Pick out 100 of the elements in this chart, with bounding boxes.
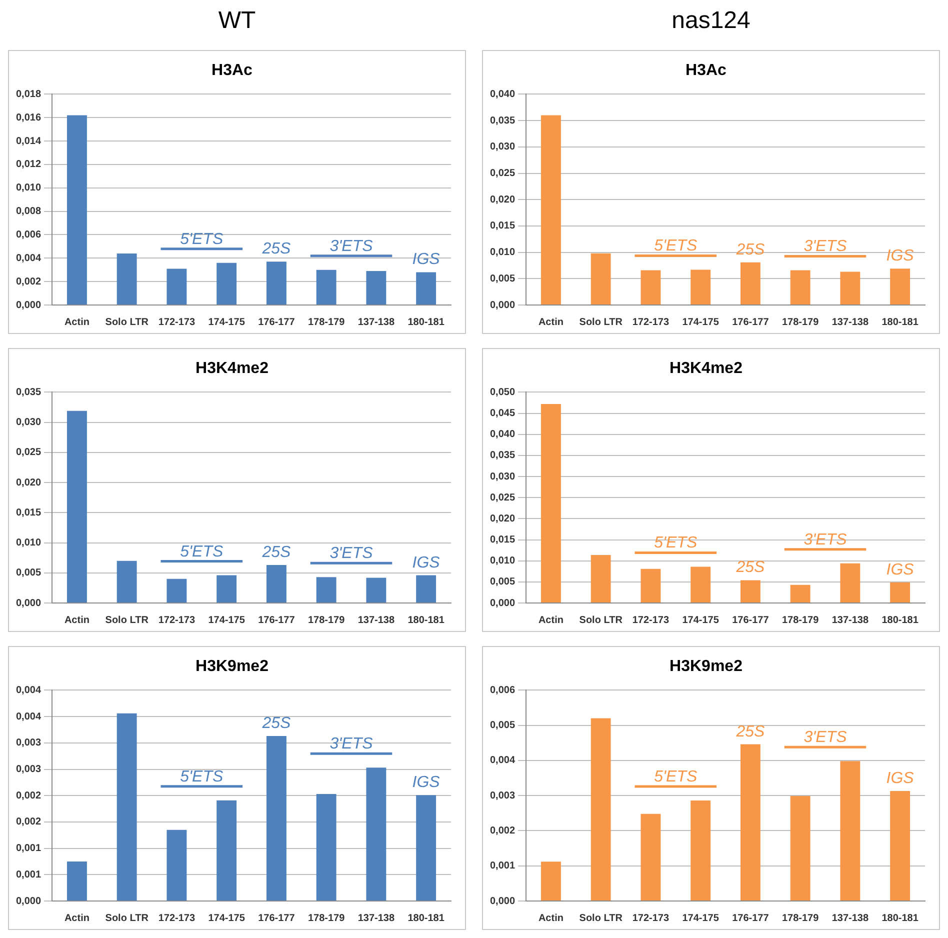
y-tick-label: 0,002 — [16, 816, 42, 828]
bar — [540, 862, 561, 900]
bar — [116, 253, 137, 304]
chart-subtitle: nas124 — [670, 6, 752, 36]
x-tick-label: 172-173 — [632, 912, 670, 924]
bar — [166, 830, 187, 900]
x-tick-label: 180-181 — [408, 912, 445, 924]
bar — [216, 262, 237, 304]
y-tick-label: 0,005 — [490, 720, 516, 732]
x-tick-label: Actin — [64, 614, 90, 626]
y-tick-label: 0,010 — [490, 247, 516, 258]
x-tick-label: 137-138 — [832, 316, 869, 328]
x-tick-label: 137-138 — [358, 316, 395, 328]
bar — [116, 713, 137, 900]
y-tick-label: 0,003 — [16, 764, 42, 775]
y-tick-label: 0,015 — [490, 534, 516, 546]
annotation: 5'ETS — [654, 238, 698, 255]
bar — [266, 262, 286, 304]
bar — [366, 271, 386, 304]
y-tick-label: 0,010 — [16, 182, 42, 194]
x-tick-label: 180-181 — [882, 614, 919, 626]
bar — [740, 262, 760, 304]
annotation: 3'ETS — [330, 736, 374, 753]
chart-title: H3Ac — [686, 62, 727, 80]
y-tick-label: 0,012 — [16, 159, 42, 170]
y-tick-label: 0,014 — [16, 136, 42, 147]
y-tick-label: 0,001 — [16, 843, 42, 854]
y-tick-label: 0,001 — [490, 860, 516, 872]
y-tick-label: 0,002 — [490, 825, 516, 836]
y-tick-label: 0,004 — [490, 755, 516, 766]
x-tick-label: 178-179 — [782, 316, 820, 328]
bar — [416, 272, 436, 304]
x-tick-label: 137-138 — [358, 614, 395, 626]
annotation: 5'ETS — [654, 534, 698, 552]
bar — [66, 410, 87, 602]
y-tick-label: 0,008 — [16, 206, 42, 218]
y-tick-label: 0,000 — [490, 896, 516, 907]
chart-title: H3K4me2 — [670, 360, 743, 378]
chart-title: H3K4me2 — [196, 360, 269, 378]
y-tick-label: 0,002 — [16, 790, 42, 802]
y-tick-label: 0,020 — [490, 194, 516, 206]
bar — [740, 744, 760, 900]
x-tick-label: 172-173 — [632, 614, 670, 626]
x-tick-label: 174-175 — [208, 614, 246, 626]
annotation: IGS — [412, 774, 440, 792]
y-tick-label: 0,030 — [16, 417, 42, 428]
x-tick-label: Solo LTR — [105, 614, 150, 626]
annotation: 25S — [735, 241, 766, 258]
x-tick-label: 172-173 — [158, 614, 196, 626]
bar — [166, 268, 187, 304]
y-tick-label: 0,010 — [16, 538, 42, 549]
x-tick-label: 174-175 — [208, 316, 246, 328]
x-tick-label: 178-179 — [308, 316, 346, 328]
annotation: 5'ETS — [180, 230, 224, 248]
y-tick-label: 0,003 — [16, 738, 42, 749]
bar — [640, 814, 661, 900]
y-tick-label: 0,005 — [16, 568, 42, 579]
x-tick-label: Actin — [538, 912, 564, 924]
y-tick-label: 0,020 — [16, 477, 42, 488]
annotation: 25S — [261, 715, 292, 732]
y-tick-label: 0,010 — [490, 556, 516, 567]
y-tick-label: 0,006 — [16, 229, 42, 240]
annotation: 3'ETS — [804, 531, 848, 548]
x-tick-label: 174-175 — [682, 614, 720, 626]
x-tick-label: 178-179 — [782, 614, 820, 626]
x-tick-label: Solo LTR — [579, 614, 624, 626]
bar — [790, 796, 810, 900]
bar — [266, 565, 286, 602]
bar — [66, 115, 87, 304]
bar — [166, 578, 187, 602]
x-tick-label: Actin — [64, 316, 90, 328]
annotation: IGS — [412, 251, 440, 268]
y-tick-label: 0,000 — [16, 896, 42, 907]
x-tick-label: 180-181 — [408, 316, 445, 328]
y-tick-label: 0,035 — [490, 450, 516, 462]
annotation: 25S — [735, 559, 766, 576]
y-tick-label: 0,005 — [490, 576, 516, 588]
bar — [590, 718, 611, 900]
y-tick-label: 0,020 — [490, 513, 516, 524]
chart-title: H3K9me2 — [670, 658, 743, 676]
x-tick-label: 180-181 — [882, 316, 919, 328]
annotation: 5'ETS — [180, 768, 224, 786]
y-tick-label: 0,025 — [490, 492, 516, 504]
bar — [66, 861, 87, 900]
bar — [840, 272, 860, 304]
bar — [590, 554, 611, 602]
bar — [416, 795, 436, 900]
annotation: 25S — [261, 240, 292, 258]
bar — [890, 791, 910, 900]
y-tick-label: 0,003 — [490, 790, 516, 802]
x-tick-label: 176-177 — [732, 316, 770, 328]
y-tick-label: 0,018 — [16, 88, 42, 100]
y-tick-label: 0,000 — [490, 598, 516, 609]
x-tick-label: Solo LTR — [105, 912, 150, 924]
y-tick-label: 0,005 — [490, 273, 516, 284]
y-tick-label: 0,001 — [16, 869, 42, 880]
y-tick-label: 0,025 — [16, 447, 42, 458]
x-tick-label: 174-175 — [208, 912, 246, 924]
bar — [590, 253, 611, 304]
bar — [540, 404, 561, 602]
